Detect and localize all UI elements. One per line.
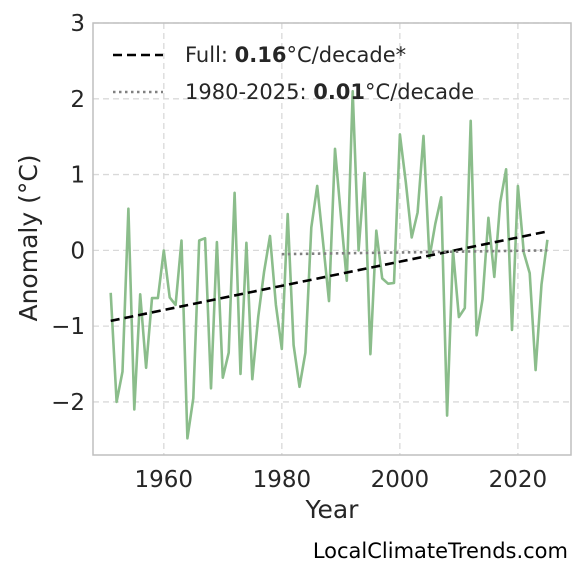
x-tick-label: 1980 xyxy=(253,467,312,493)
y-tick-label: 0 xyxy=(70,238,85,264)
legend-full-value: 0.16 xyxy=(235,43,287,67)
x-tick-label: 2020 xyxy=(489,467,548,493)
grid-lines xyxy=(93,22,571,455)
legend-recent-value: 0.01 xyxy=(313,80,365,104)
y-axis-ticks: −2 −1 0 1 2 3 xyxy=(51,11,85,416)
legend-recent-suffix: °C/decade xyxy=(365,80,474,104)
y-tick-label: 1 xyxy=(70,163,85,189)
legend-full-label: Full: 0.16°C/decade* xyxy=(185,43,406,67)
y-tick-label: 2 xyxy=(70,87,85,113)
plot-frame xyxy=(92,22,572,456)
legend-recent-prefix: 1980-2025: xyxy=(185,80,313,104)
full-trend-line xyxy=(110,230,548,323)
x-tick-label: 1960 xyxy=(135,467,194,493)
legend-full-prefix: Full: xyxy=(185,43,235,67)
credit-text: LocalClimateTrends.com xyxy=(313,539,568,563)
legend-full-suffix: °C/decade* xyxy=(287,43,407,67)
anomaly-series-line xyxy=(109,89,549,440)
y-tick-label: 3 xyxy=(70,11,85,37)
legend: Full: 0.16°C/decade* 1980-2025: 0.01°C/d… xyxy=(113,43,474,104)
y-tick-label: −2 xyxy=(51,390,85,416)
legend-recent-label: 1980-2025: 0.01°C/decade xyxy=(185,80,474,104)
x-axis-ticks: 1960 1980 2000 2020 xyxy=(135,467,548,493)
y-axis-label: Anomaly (°C) xyxy=(14,154,43,321)
y-tick-label: −1 xyxy=(51,314,85,340)
x-tick-label: 2000 xyxy=(371,467,430,493)
x-axis-label: Year xyxy=(305,495,360,524)
recent-trend-line xyxy=(281,249,548,256)
